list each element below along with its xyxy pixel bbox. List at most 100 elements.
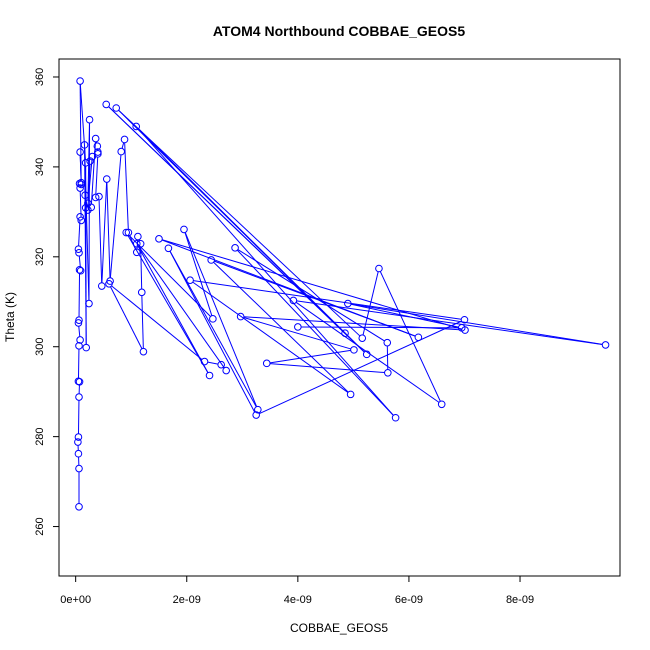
series-segment: [141, 295, 144, 349]
x-tick-label: 6e-09: [395, 594, 423, 606]
series-segment: [108, 106, 344, 332]
series-segment: [169, 250, 257, 408]
data-point: [77, 216, 86, 225]
x-axis-label: COBBAE_GEOS5: [290, 621, 388, 635]
data-point: [74, 245, 83, 253]
data-point: [75, 248, 83, 257]
data-point: [209, 315, 217, 323]
data-point: [76, 213, 84, 221]
series-segment: [193, 280, 462, 320]
data-point: [77, 180, 86, 189]
data-point: [341, 329, 349, 338]
data-point: [236, 312, 245, 321]
series-segment: [118, 109, 361, 337]
data-point: [262, 359, 271, 368]
data-point: [75, 502, 83, 511]
series-segment: [124, 142, 129, 230]
data-point: [122, 228, 131, 237]
data-point: [164, 244, 173, 253]
series-segment: [101, 182, 108, 283]
series-segment: [351, 303, 603, 345]
data-point: [124, 228, 133, 237]
data-point: [457, 324, 466, 332]
data-point: [414, 333, 423, 342]
series-segment: [85, 198, 88, 207]
data-point: [350, 346, 358, 354]
series-segment: [110, 286, 143, 349]
series-segment: [296, 300, 603, 345]
series-segment: [106, 182, 111, 278]
series-segment: [236, 249, 394, 416]
data-point: [76, 77, 84, 85]
data-point: [132, 239, 141, 248]
series-segment: [269, 363, 385, 374]
data-point: [254, 405, 262, 414]
x-tick-label: 0e+00: [60, 594, 91, 606]
data-point: [97, 282, 106, 290]
series-segment: [140, 247, 143, 290]
data-point: [222, 366, 230, 375]
data-point: [75, 266, 84, 274]
series-segment: [98, 199, 103, 283]
data-point: [132, 248, 141, 257]
y-tick-label: 280: [34, 427, 46, 445]
data-point: [294, 323, 302, 331]
data-point: [74, 377, 83, 386]
series-segment: [118, 109, 344, 332]
data-point: [82, 343, 91, 352]
chart-title: ATOM4 Northbound COBBAE_GEOS5: [213, 23, 465, 39]
series-segment: [127, 235, 209, 373]
x-tick-label: 4e-09: [284, 594, 312, 606]
series-segment: [79, 191, 82, 218]
data-point: [74, 433, 83, 441]
series-segment: [78, 256, 81, 268]
series-segment: [258, 320, 462, 415]
data-point: [391, 413, 400, 422]
data-point: [207, 256, 215, 264]
data-point: [91, 193, 100, 202]
data-point: [76, 148, 84, 156]
series-segment: [138, 246, 225, 369]
data-point: [75, 316, 83, 325]
series-segment: [169, 250, 256, 413]
data-point: [346, 390, 355, 399]
data-point: [362, 350, 371, 359]
data-point: [383, 338, 392, 347]
data-point: [180, 225, 188, 234]
data-point: [81, 159, 90, 167]
series-segment: [237, 249, 385, 342]
series-segment: [84, 148, 87, 345]
y-axis: 260 280 300 320 340 360: [34, 68, 60, 536]
data-point: [74, 319, 83, 327]
data-point: [252, 411, 260, 419]
data-point: [117, 147, 126, 156]
data-point: [155, 235, 163, 243]
y-tick-label: 260: [34, 517, 46, 535]
series-segment: [192, 281, 349, 393]
data-point: [76, 266, 85, 275]
series-segment: [109, 154, 122, 278]
data-point: [81, 204, 90, 212]
data-point: [94, 150, 102, 158]
data-point: [344, 299, 352, 308]
series-segment: [79, 84, 82, 182]
data-point: [375, 264, 383, 273]
data-point: [289, 296, 298, 305]
data-point: [358, 334, 367, 342]
series-segment: [379, 271, 441, 402]
data-point: [74, 449, 83, 458]
data-point: [105, 279, 113, 288]
series-layer: [74, 77, 610, 511]
data-point: [75, 393, 83, 401]
data-point: [134, 232, 142, 241]
data-point: [205, 371, 214, 380]
series-segment: [301, 326, 459, 329]
data-point: [76, 336, 84, 344]
series-segment: [84, 148, 90, 301]
series-segment: [243, 317, 351, 350]
data-point: [74, 438, 82, 446]
data-point: [87, 203, 96, 212]
data-point: [384, 369, 392, 377]
series-segment: [121, 142, 125, 149]
data-point: [186, 276, 194, 284]
